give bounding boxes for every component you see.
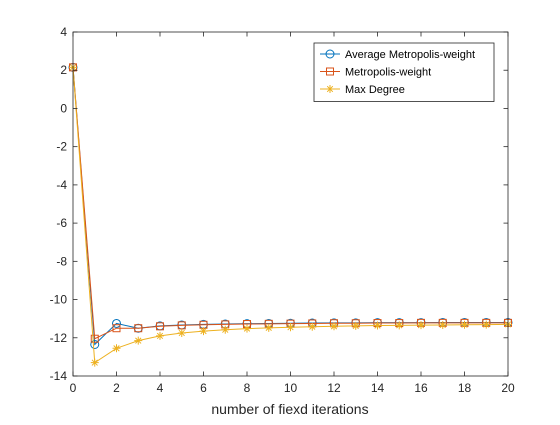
x-tick-label: 10	[284, 381, 298, 395]
series-layer	[68, 62, 513, 367]
y-tick-label: 4	[60, 25, 67, 39]
data-point	[112, 324, 121, 333]
x-tick-label: 12	[327, 381, 341, 395]
y-tick-label: -2	[56, 140, 67, 154]
data-point	[221, 325, 230, 334]
legend-box	[313, 42, 495, 102]
legend-label: Average Metropolis-weight	[345, 49, 475, 61]
legend-marker	[326, 67, 334, 76]
data-point	[243, 324, 251, 333]
legend-label: Metropolis-weight	[345, 67, 431, 79]
legend-label: Max Degree	[345, 84, 405, 96]
data-point	[134, 324, 143, 333]
data-point	[438, 320, 447, 329]
data-point	[177, 329, 186, 337]
x-tick-label: 2	[113, 381, 120, 395]
data-point	[134, 336, 143, 345]
data-point	[351, 321, 360, 330]
x-tick-label: 6	[200, 381, 207, 395]
data-point	[286, 323, 295, 332]
legend-item: Average Metropolis-weight	[320, 49, 475, 61]
series-3	[69, 63, 512, 367]
y-tick-label: -12	[50, 331, 68, 345]
x-tick-label: 0	[70, 381, 77, 395]
legend-item: Max Degree	[320, 84, 405, 96]
x-tick-label: 8	[244, 381, 251, 395]
legend: Average Metropolis-weight Metropolis-weig…	[313, 42, 495, 102]
y-tick-label: 0	[60, 101, 67, 115]
x-tick-label: 16	[414, 381, 428, 395]
y-tick-label: -10	[50, 293, 68, 307]
y-tick-label: -4	[56, 178, 67, 192]
data-point	[330, 322, 338, 331]
data-point	[460, 320, 469, 329]
x-axis-label: number of fiexd iterations	[211, 401, 368, 417]
data-point	[90, 339, 100, 349]
data-point	[482, 320, 491, 329]
y-tick-label: -8	[56, 254, 67, 268]
legend-item: Metropolis-weight	[320, 67, 431, 79]
data-point	[112, 344, 121, 353]
data-point	[199, 327, 208, 336]
data-point	[177, 321, 186, 330]
data-point	[395, 321, 404, 330]
x-tick-label: 18	[458, 381, 472, 395]
data-point	[417, 321, 425, 330]
data-point	[112, 318, 121, 328]
data-point	[156, 322, 164, 331]
legend-marker	[326, 85, 334, 93]
data-point	[373, 321, 382, 330]
data-point	[308, 322, 317, 331]
data-point	[90, 358, 99, 367]
data-point	[90, 334, 99, 343]
y-tick-label: -14	[50, 369, 68, 383]
x-tick-label: 20	[501, 381, 515, 395]
x-tick-label: 14	[371, 381, 385, 395]
y-tick-label: -6	[56, 216, 67, 230]
legend-marker	[325, 49, 335, 59]
x-tick-label: 4	[157, 381, 164, 395]
y-tick-label: 2	[60, 63, 67, 77]
data-point	[156, 331, 164, 340]
data-point	[264, 323, 273, 332]
